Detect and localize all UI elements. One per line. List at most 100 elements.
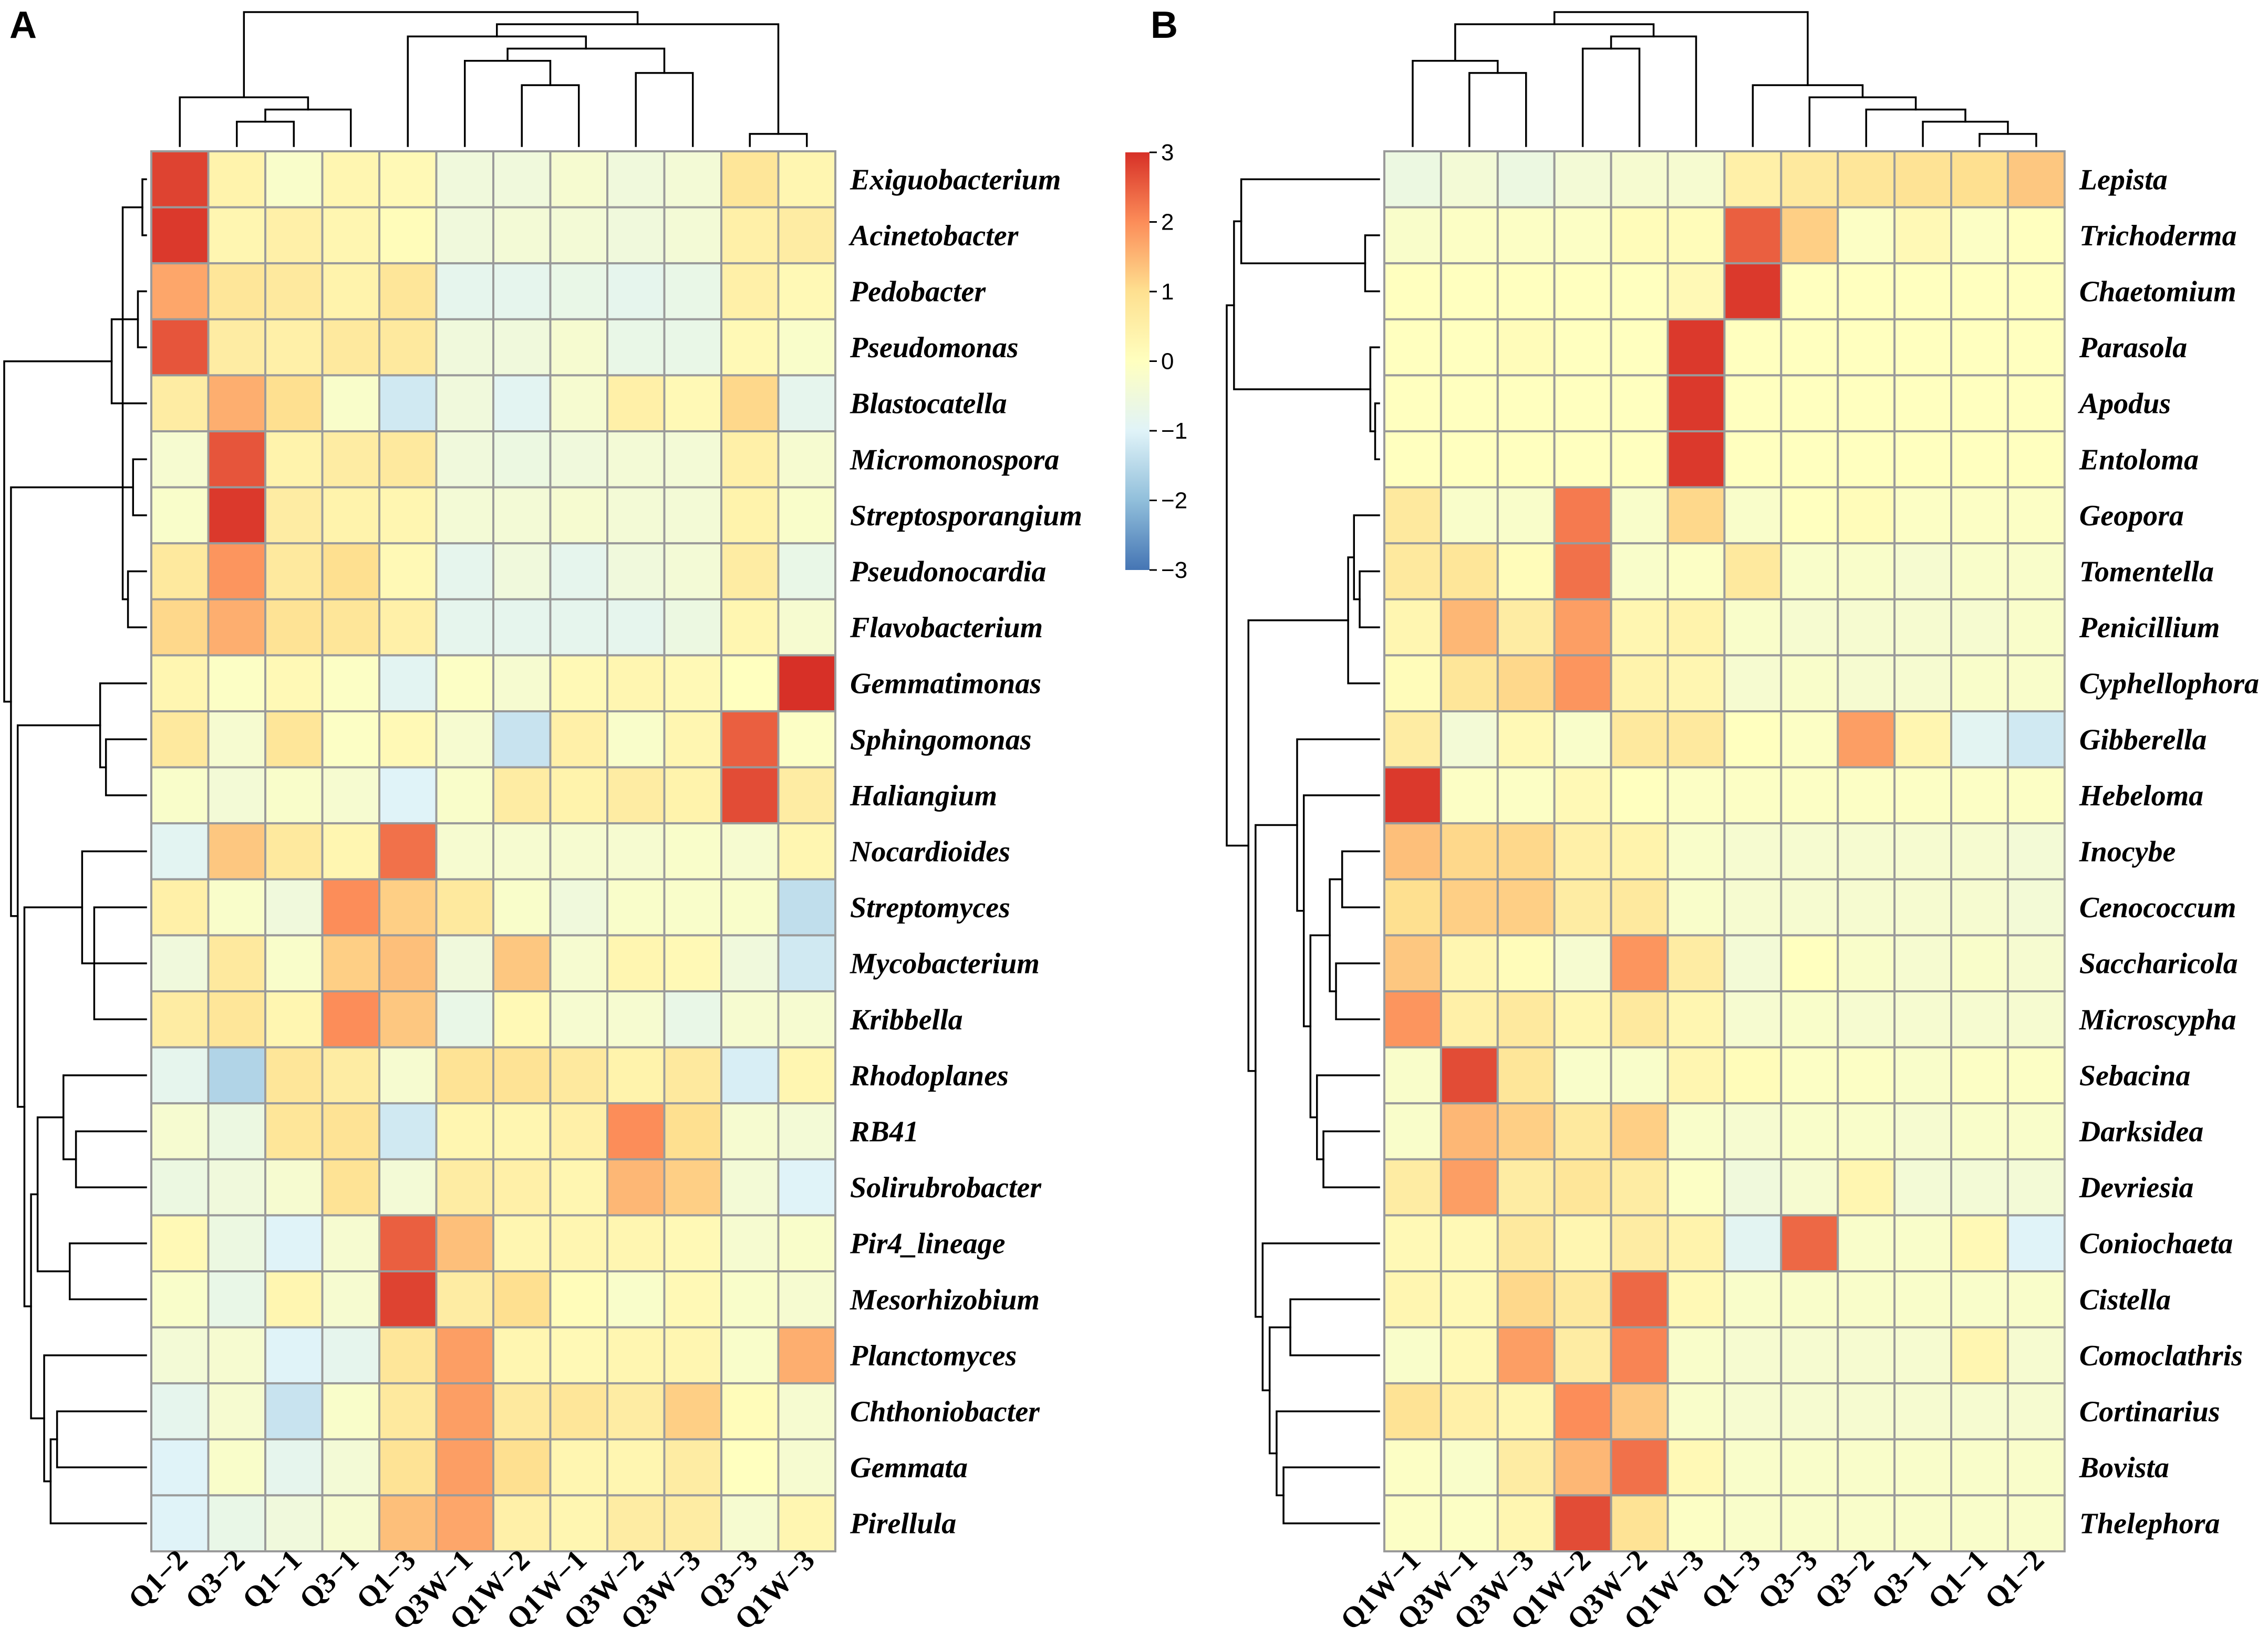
heatmap-a-row-labels: Exiguobacterium Acinetobacter Pedobacter Ps… [848,163,1082,1540]
heatmap-cell [492,1438,552,1497]
heatmap-cell [663,654,722,713]
column-dendrogram-branch [749,133,808,147]
row-label: Trichoderma [2079,220,2237,252]
row-label: Haliangium [850,780,997,812]
column-dendrogram-branch [1454,23,1655,62]
heatmap-cell [1780,598,1839,657]
row-label: Comoclathris [2079,1340,2243,1372]
heatmap-cell [1553,1270,1612,1329]
heatmap-cell [1666,598,1726,657]
legend-tick-label: 2 [1161,210,1174,235]
row-label: Bovista [2079,1452,2169,1484]
heatmap-cell [1893,654,1953,713]
heatmap-cell [663,486,722,545]
heatmap-cell [264,374,324,433]
heatmap-cell [720,262,780,320]
heatmap-cell [1950,878,2009,937]
heatmap-cell [1610,1158,1669,1217]
column-dendrogram-branch [464,59,552,147]
heatmap-cell [1950,1214,2009,1272]
heatmap-cell [207,150,266,209]
heatmap-cell [1950,1326,2009,1385]
heatmap-cell [1553,318,1612,377]
heatmap-cell [720,710,780,769]
heatmap-cell [150,1158,210,1217]
heatmap-b-row-labels: Lepista Trichoderma Chaetomium Parasola Apod… [2078,163,2259,1540]
heatmap-cell [2006,598,2066,657]
heatmap-cell [2006,486,2066,545]
heatmap-a-cells [150,150,836,1552]
heatmap-cell [663,374,722,433]
heatmap-cell [207,1158,266,1217]
row-dendrogram-branch [1347,556,1380,685]
heatmap-cell [720,542,780,600]
heatmap-cell [1950,710,2009,769]
heatmap-cell [2006,1494,2066,1552]
heatmap-cell [606,822,666,880]
heatmap-cell [1666,766,1726,825]
heatmap-cell [321,878,380,937]
heatmap-cell [1439,878,1499,937]
heatmap-cell [321,598,380,657]
heatmap-cell [1496,822,1556,880]
column-dendrogram-branch [1752,84,1864,147]
row-dendrogram-branch [1316,1074,1380,1160]
row-label: RB41 [850,1116,919,1148]
heatmap-cell [1780,1102,1839,1160]
heatmap-cell [1439,1046,1499,1105]
heatmap-cell [321,318,380,377]
heatmap-cell [1496,1494,1556,1552]
heatmap-cell [720,1158,780,1217]
heatmap-cell [492,710,552,769]
heatmap-cell [378,1494,438,1552]
heatmap-cell [1723,1438,1783,1497]
heatmap-cell [663,206,722,265]
heatmap-cell [207,430,266,489]
heatmap-cell [264,1494,324,1552]
heatmap-cell [1950,1158,2009,1217]
heatmap-cell [1950,318,2009,377]
heatmap-cell [1723,1102,1783,1160]
heatmap-cell [1780,654,1839,713]
heatmap-cell [264,262,324,320]
heatmap-cell [1610,710,1669,769]
heatmap-cell [720,822,780,880]
heatmap-cell [777,542,836,600]
heatmap-cell [1666,1326,1726,1385]
heatmap-cell [435,206,494,265]
row-dendrogram-branch [1240,178,1380,264]
heatmap-cell [1383,822,1442,880]
column-dendrogram-branch [496,23,780,135]
heatmap-cell [2006,1382,2066,1440]
row-label: Entoloma [2079,443,2199,476]
heatmap-cell [1496,542,1556,600]
heatmap-cell [606,1494,666,1552]
heatmap-cell [321,990,380,1049]
column-label: Q1−2 [122,1543,194,1615]
column-dendrogram-branch [1865,108,1966,147]
heatmap-cell [2006,1270,2066,1329]
row-label: Thelephora [2079,1508,2220,1540]
heatmap-cell [1780,1438,1839,1497]
heatmap-cell [1496,1102,1556,1160]
row-label: Pirellula [850,1508,956,1540]
heatmap-cell [492,598,552,657]
heatmap-cell [492,1046,552,1105]
heatmap-cell [777,1046,836,1105]
heatmap-cell [1496,990,1556,1049]
heatmap-cell [1439,542,1499,600]
heatmap-cell [492,150,552,209]
heatmap-cell [150,1494,210,1552]
heatmap-cell [378,1158,438,1217]
heatmap-cell [264,318,324,377]
heatmap-cell [606,1046,666,1105]
heatmap-cell [1893,542,1953,600]
heatmap-cell [606,598,666,657]
heatmap-cell [1553,1102,1612,1160]
heatmap-cell [663,934,722,993]
heatmap-cell [435,262,494,320]
heatmap-cell [492,262,552,320]
heatmap-cell [150,1214,210,1272]
heatmap-cell [1837,710,1896,769]
heatmap-cell [264,206,324,265]
